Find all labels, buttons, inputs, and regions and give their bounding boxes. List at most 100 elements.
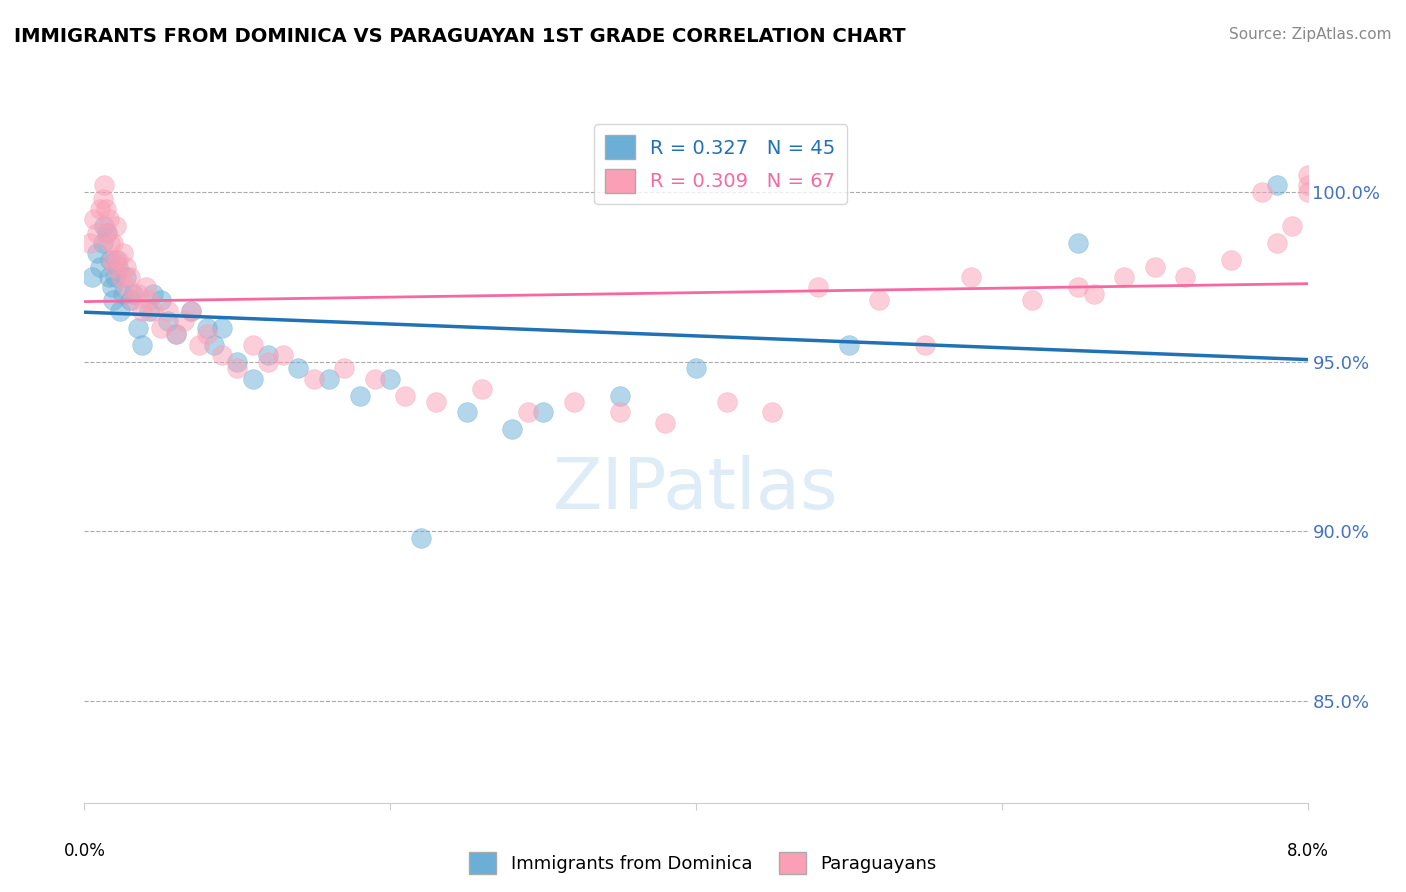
Point	[1296, 185, 1319, 199]
Point	[93, 219, 115, 233]
Point	[120, 293, 142, 308]
Point	[107, 260, 129, 274]
Point	[685, 361, 707, 376]
Point	[97, 269, 120, 284]
Point	[1220, 252, 1243, 267]
Point	[242, 371, 264, 385]
Point	[149, 320, 172, 334]
Point	[349, 388, 371, 402]
Point	[226, 354, 249, 368]
Point	[165, 327, 187, 342]
Point	[654, 416, 676, 430]
Text: Source: ZipAtlas.com: Source: ZipAtlas.com	[1229, 27, 1392, 42]
Point	[101, 252, 124, 267]
Point	[138, 293, 160, 308]
Point	[131, 337, 153, 351]
Point	[93, 178, 115, 193]
Point	[122, 286, 145, 301]
Point	[114, 269, 136, 284]
Point	[96, 226, 118, 240]
Text: 0.0%: 0.0%	[63, 842, 105, 860]
Point	[1067, 235, 1090, 250]
Point	[609, 405, 631, 419]
Point	[318, 371, 340, 385]
Point	[173, 314, 195, 328]
Point	[89, 260, 111, 274]
Point	[180, 303, 202, 318]
Point	[1021, 293, 1043, 308]
Point	[471, 382, 494, 396]
Point	[1250, 185, 1272, 199]
Point	[91, 192, 114, 206]
Point	[91, 235, 114, 250]
Point	[138, 303, 160, 318]
Point	[609, 388, 631, 402]
Point	[115, 280, 138, 294]
Point	[135, 280, 157, 294]
Point	[101, 280, 124, 294]
Point	[1265, 235, 1288, 250]
Point	[211, 320, 233, 334]
Point	[914, 337, 936, 351]
Point	[157, 303, 180, 318]
Point	[142, 286, 165, 301]
Point	[103, 235, 125, 250]
Point	[364, 371, 387, 385]
Point	[98, 252, 121, 267]
Point	[188, 337, 211, 351]
Point	[111, 286, 134, 301]
Point	[1174, 269, 1197, 284]
Point	[127, 286, 149, 301]
Point	[380, 371, 402, 385]
Point	[1281, 219, 1303, 233]
Point	[531, 405, 554, 419]
Point	[104, 269, 127, 284]
Point	[97, 212, 120, 227]
Point	[226, 361, 249, 376]
Point	[195, 320, 218, 334]
Point	[1083, 286, 1105, 301]
Point	[114, 260, 136, 274]
Point	[122, 293, 145, 308]
Point	[502, 422, 524, 436]
Point	[120, 269, 142, 284]
Point	[83, 212, 105, 227]
Point	[287, 361, 309, 376]
Point	[333, 361, 356, 376]
Point	[107, 252, 129, 267]
Point	[425, 395, 447, 409]
Point	[211, 348, 233, 362]
Point	[960, 269, 983, 284]
Point	[761, 405, 783, 419]
Point	[98, 235, 121, 250]
Point	[409, 531, 432, 545]
Legend: Immigrants from Dominica, Paraguayans: Immigrants from Dominica, Paraguayans	[460, 843, 946, 883]
Point	[242, 337, 264, 351]
Point	[111, 246, 134, 260]
Point	[562, 395, 585, 409]
Text: ZIPatlas: ZIPatlas	[553, 455, 839, 524]
Point	[110, 269, 132, 284]
Point	[1296, 168, 1319, 182]
Point	[127, 320, 149, 334]
Point	[195, 327, 218, 342]
Point	[105, 219, 128, 233]
Point	[103, 293, 125, 308]
Point	[716, 395, 738, 409]
Point	[142, 303, 165, 318]
Point	[131, 303, 153, 318]
Point	[869, 293, 891, 308]
Point	[838, 337, 860, 351]
Point	[180, 303, 202, 318]
Point	[104, 260, 127, 274]
Point	[1067, 280, 1090, 294]
Point	[257, 354, 280, 368]
Point	[516, 405, 538, 419]
Point	[86, 226, 108, 240]
Point	[157, 314, 180, 328]
Point	[807, 280, 830, 294]
Point	[394, 388, 416, 402]
Point	[165, 327, 187, 342]
Point	[105, 252, 128, 267]
Point	[108, 303, 131, 318]
